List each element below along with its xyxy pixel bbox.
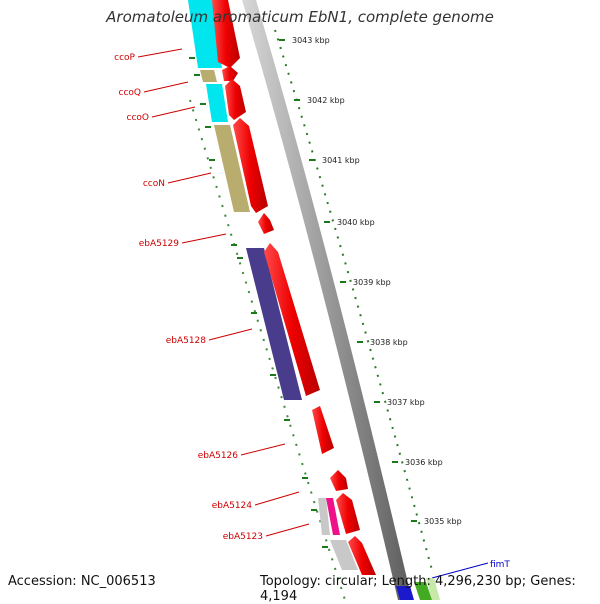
cds-eba5124[interactable]: [336, 493, 360, 534]
feature-lightgreen-edge[interactable]: [426, 578, 440, 600]
ruler-tick-label: 3043 kbp: [292, 36, 330, 45]
map-title: Aromatoleum aromaticum EbN1, complete ge…: [106, 8, 494, 26]
ruler-tick-label: 3041 kbp: [322, 156, 360, 165]
feature-magenta-eba5124[interactable]: [326, 498, 340, 535]
inner-ring-dashes: [189, 57, 328, 548]
ruler: 3043 kbp 3042 kbp 3041 kbp 3040 kbp 3039…: [279, 36, 462, 526]
gene-label-fimt[interactable]: fimT: [490, 560, 510, 570]
gene-label-eba5124[interactable]: ebA5124: [212, 501, 253, 511]
feature-khaki-ccon[interactable]: [214, 125, 250, 212]
outer-dotted-guide: [274, 29, 433, 571]
ruler-tick-label: 3037 kbp: [387, 398, 425, 407]
forward-cds: [212, 0, 376, 575]
gene-leader-lines: [137, 48, 489, 579]
ruler-tick-label: 3038 kbp: [370, 338, 408, 347]
cds-small-2[interactable]: [330, 470, 348, 491]
ruler-tick-label: 3035 kbp: [424, 517, 462, 526]
cds-ccoq[interactable]: [222, 66, 238, 81]
cds-ccon[interactable]: [233, 118, 268, 213]
ruler-tick-label: 3039 kbp: [353, 278, 391, 287]
ruler-tick-label: 3036 kbp: [405, 458, 443, 467]
gene-label-ccop[interactable]: ccoP: [114, 53, 135, 63]
gene-label-ccoq[interactable]: ccoQ: [119, 88, 142, 98]
genome-backbone: [242, 0, 412, 600]
feature-grey-eba5123[interactable]: [330, 540, 358, 570]
gene-label-ccoo[interactable]: ccoO: [127, 113, 150, 123]
gene-label-eba5123[interactable]: ebA5123: [223, 532, 263, 542]
feature-khaki-ccoq[interactable]: [200, 70, 217, 82]
inner-dotted-guide: [189, 99, 346, 600]
feature-green-edge[interactable]: [414, 582, 432, 600]
ruler-tick-label: 3040 kbp: [337, 218, 375, 227]
cds-ccop[interactable]: [212, 0, 240, 68]
ruler-tick-label: 3042 kbp: [307, 96, 345, 105]
reverse-features: [188, 0, 358, 570]
feature-slate-eba5128[interactable]: [246, 248, 302, 400]
feature-grey-eba5124[interactable]: [318, 498, 330, 535]
cds-eba5128[interactable]: [264, 243, 320, 396]
cds-small-1[interactable]: [258, 213, 274, 234]
gene-labels: ccoP ccoQ ccoO ccoN ebA5129 ebA5128 ebA5…: [114, 53, 510, 570]
gene-label-ccon[interactable]: ccoN: [143, 179, 165, 189]
bottom-edge-features: [396, 578, 440, 600]
cds-eba5126[interactable]: [312, 406, 334, 454]
feature-cyan-ccop[interactable]: [188, 0, 222, 68]
cds-eba5123[interactable]: [348, 536, 376, 575]
feature-blue-edge[interactable]: [396, 586, 414, 600]
feature-cyan-ccoo[interactable]: [206, 84, 228, 122]
gene-label-eba5128[interactable]: ebA5128: [166, 336, 207, 346]
gene-label-eba5126[interactable]: ebA5126: [198, 451, 239, 461]
cds-ccoo[interactable]: [225, 79, 246, 120]
gene-label-eba5129[interactable]: ebA5129: [139, 239, 180, 249]
accession-text: Accession: NC_006513: [8, 574, 156, 589]
